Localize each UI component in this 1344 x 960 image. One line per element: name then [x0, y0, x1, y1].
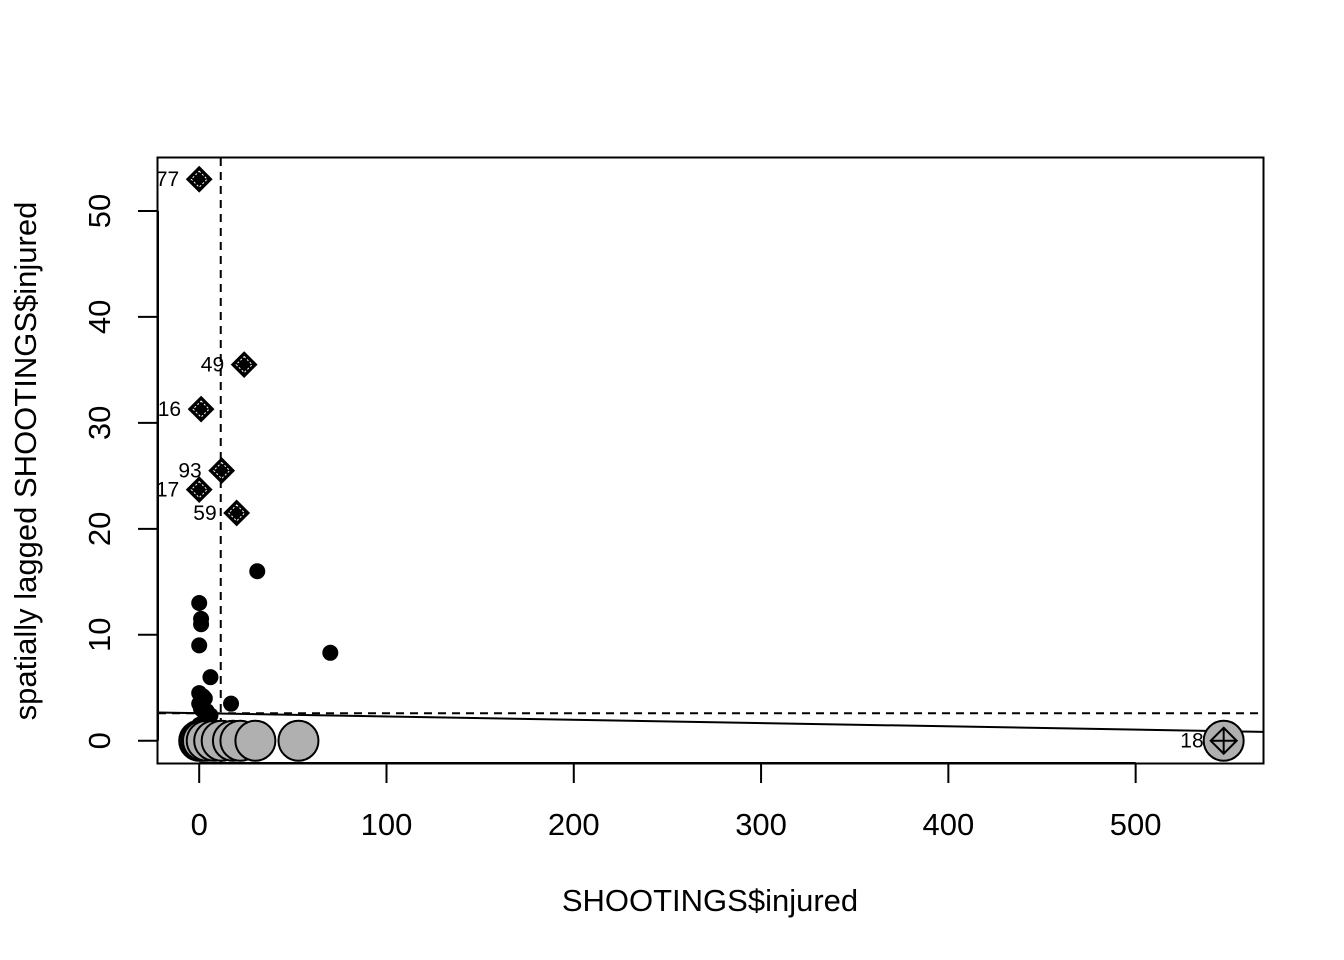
influential-point-diamond [185, 476, 213, 504]
y-tick-label: 10 [82, 618, 117, 652]
influential-point-diamond [208, 457, 236, 484]
y-tick-label: 20 [82, 512, 117, 546]
influential-point-label: 16 [158, 398, 181, 421]
influential-point-label: 17 [156, 479, 179, 502]
influential-point-label: 49 [201, 354, 224, 377]
influential-point-label: 18 [1180, 730, 1203, 753]
data-point [193, 616, 210, 633]
y-axis: 0 10 20 30 40 50 [82, 194, 159, 749]
influential-point-inner [192, 400, 210, 418]
reference-lines [157, 158, 1264, 763]
x-tick-label: 500 [1110, 807, 1162, 842]
influential-point-inner [190, 480, 208, 499]
x-tick-label: 100 [361, 807, 413, 842]
influential-point-diamond [185, 165, 213, 193]
x-tick-label: 0 [191, 807, 208, 842]
regression-line [157, 711, 1264, 733]
low-data-point [234, 719, 277, 762]
y-tick-label: 40 [82, 300, 117, 334]
influential-point-inner [227, 504, 246, 522]
y-axis-label: spatially lagged SHOOTINGS$injured [8, 202, 43, 721]
x-axis-label: SHOOTINGS$injured [562, 883, 858, 918]
x-axis: 0 100 200 300 400 500 [191, 762, 1162, 842]
data-point [322, 644, 339, 661]
low-data-point [277, 719, 320, 762]
data-point [202, 669, 219, 686]
y-tick-label: 0 [82, 732, 117, 749]
data-point [249, 563, 266, 580]
x-tick-label: 400 [922, 807, 974, 842]
influential-point-inner [190, 170, 208, 188]
influential-point-inner [235, 355, 253, 374]
influential-point-label: 77 [156, 168, 179, 191]
x-tick-label: 200 [548, 807, 600, 842]
data-point [191, 595, 208, 612]
influential-point-inner [212, 461, 231, 480]
plot-frame [156, 156, 1265, 765]
y-tick-label: 30 [82, 406, 117, 440]
data-point [191, 637, 208, 654]
x-tick-label: 300 [735, 807, 787, 842]
influential-point-diamond [230, 351, 258, 379]
influential-point-diamond [187, 395, 215, 423]
influential-point-label: 93 [178, 460, 201, 483]
influential-point-label: 59 [193, 502, 216, 525]
data-point [223, 695, 240, 712]
influential-point-diamond [223, 499, 251, 527]
y-tick-label: 50 [82, 194, 117, 228]
